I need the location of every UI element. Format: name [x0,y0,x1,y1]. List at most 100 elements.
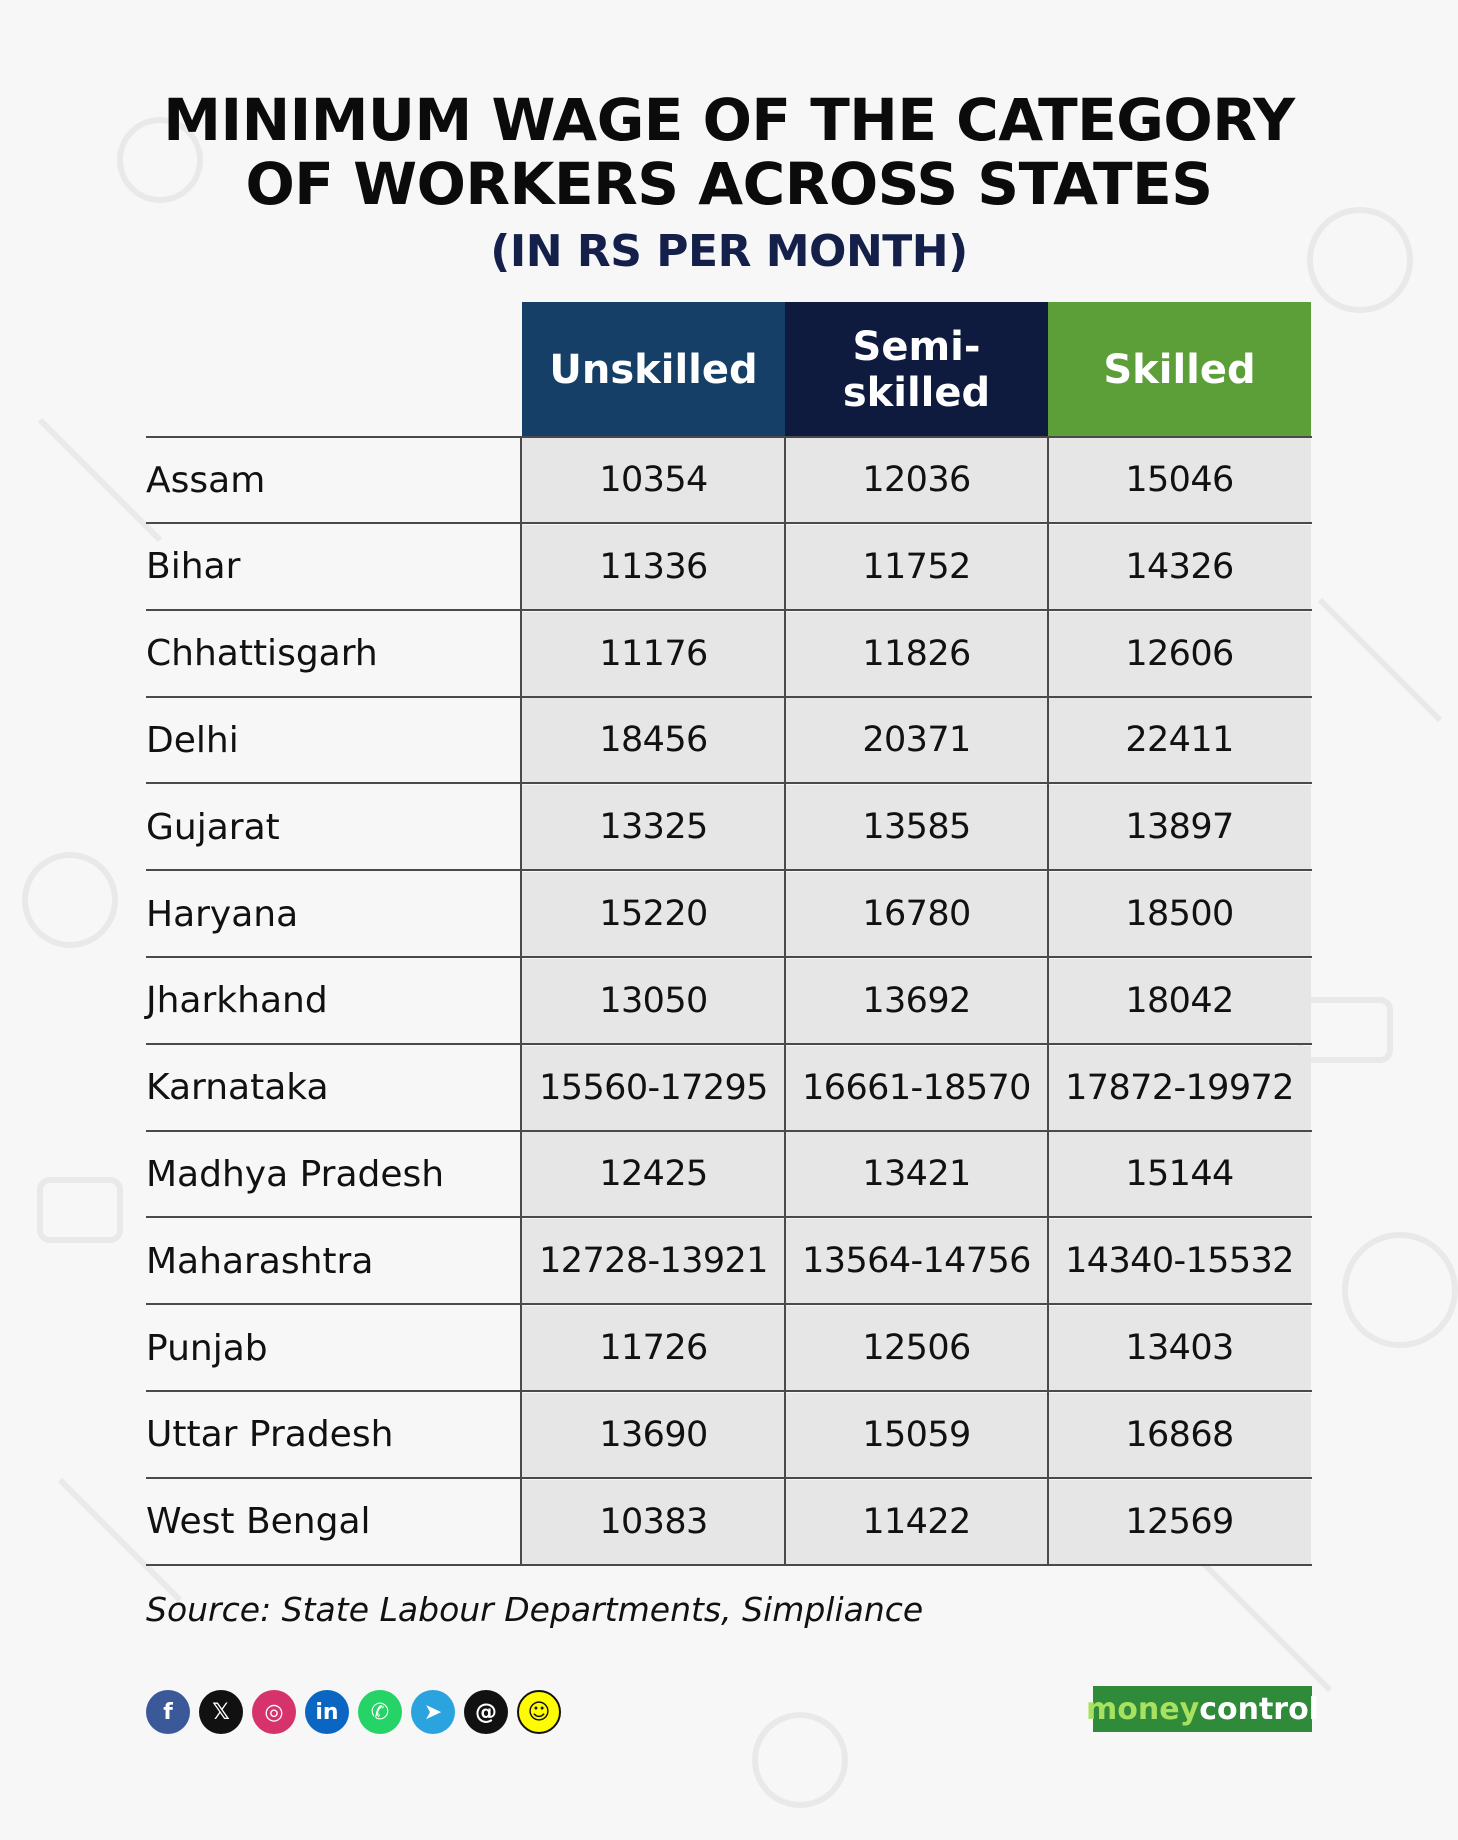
instagram-icon[interactable]: ◎ [252,1690,296,1734]
row-divider [146,695,1312,698]
column-header-unskilled: Unskilled [522,302,785,438]
skilled-wage: 18042 [1048,958,1311,1043]
skilled-wage: 12569 [1048,1479,1311,1564]
skilled-wage: 17872-19972 [1048,1045,1311,1130]
state-name: Delhi [146,719,239,761]
table-row: Punjab 11726 12506 13403 [146,1306,1312,1392]
skilled-wage: 14340-15532 [1048,1219,1311,1304]
skilled-wage: 18500 [1048,872,1311,956]
semi-skilled-wage: 13564-14756 [785,1219,1048,1304]
state-name: Punjab [146,1327,268,1369]
unskilled-wage: 13050 [522,958,785,1043]
logo-part-control: control [1199,1691,1319,1727]
semi-skilled-wage: 12036 [785,438,1048,522]
column-divider [784,438,786,1566]
table-row: West Bengal 10383 11422 12569 [146,1479,1312,1566]
skilled-wage: 14326 [1048,524,1311,609]
table-top-rule [146,436,1312,438]
state-name: Uttar Pradesh [146,1414,394,1456]
semi-skilled-wage: 11826 [785,611,1048,696]
table-row: Haryana 15220 16780 18500 [146,872,1312,958]
semi-skilled-wage: 12506 [785,1306,1048,1390]
table-row: Gujarat 13325 13585 13897 [146,785,1312,872]
unskilled-wage: 13325 [522,785,785,870]
semi-skilled-wage: 15059 [785,1392,1048,1477]
telegram-icon[interactable]: ➤ [411,1690,455,1734]
state-name: Bihar [146,546,241,588]
state-name: Jharkhand [146,980,328,1022]
semi-skilled-wage: 11422 [785,1479,1048,1564]
state-name: Chhattisgarh [146,633,378,675]
table-row: Assam 10354 12036 15046 [146,438,1312,524]
social-icons: f 𝕏 ◎ in ✆ ➤ @ ☺ [146,1690,561,1734]
row-divider [146,1563,1312,1566]
state-name: Assam [146,459,266,501]
column-header-skilled: Skilled [1048,302,1311,438]
skilled-wage: 13403 [1048,1306,1311,1390]
facebook-icon[interactable]: f [146,1690,190,1734]
semi-skilled-wage: 13585 [785,785,1048,870]
state-name: Gujarat [146,806,280,848]
row-divider [146,1042,1312,1045]
state-name: West Bengal [146,1501,371,1543]
unskilled-wage: 12425 [522,1132,785,1217]
row-divider [146,782,1312,785]
unskilled-wage: 11726 [522,1306,785,1390]
whatsapp-icon[interactable]: ✆ [358,1690,402,1734]
row-divider [146,1476,1312,1479]
column-header-semi-skilled-label: Semi-skilled [842,324,991,416]
skilled-wage: 12606 [1048,611,1311,696]
threads-icon[interactable]: @ [464,1690,508,1734]
unskilled-wage: 12728-13921 [522,1219,785,1304]
row-divider [146,608,1312,611]
table-row: Chhattisgarh 11176 11826 12606 [146,611,1312,698]
row-divider [146,1129,1312,1132]
table-row: Maharashtra 12728-13921 13564-14756 14340-1… [146,1219,1312,1306]
title-line-1: MINIMUM WAGE OF THE CATEGORY [163,86,1295,154]
state-name: Madhya Pradesh [146,1153,445,1195]
unskilled-wage: 13690 [522,1392,785,1477]
unskilled-wage: 18456 [522,698,785,783]
semi-skilled-wage: 11752 [785,524,1048,609]
title-line-2: OF WORKERS ACROSS STATES [245,150,1213,218]
x-icon[interactable]: 𝕏 [199,1690,243,1734]
snapchat-icon[interactable]: ☺ [517,1690,561,1734]
unskilled-wage: 15560-17295 [522,1045,785,1130]
skilled-wage: 16868 [1048,1392,1311,1477]
source-note: Source: State Labour Departments, Simpli… [146,1590,924,1629]
row-divider [146,1216,1312,1219]
skilled-wage: 15144 [1048,1132,1311,1217]
table-row: Delhi 18456 20371 22411 [146,698,1312,785]
logo-part-money: money [1086,1691,1200,1727]
row-divider [146,1390,1312,1392]
semi-skilled-wage: 16780 [785,872,1048,956]
row-divider [146,1303,1312,1306]
unskilled-wage: 10383 [522,1479,785,1564]
subtitle: (IN RS PER MONTH) [490,226,968,277]
column-divider [1047,438,1049,1566]
semi-skilled-wage: 16661-18570 [785,1045,1048,1130]
skilled-wage: 22411 [1048,698,1311,783]
state-name: Karnataka [146,1067,329,1109]
state-name: Haryana [146,893,299,935]
table-row: Karnataka 15560-17295 16661-18570 17872-199… [146,1045,1312,1132]
state-name: Maharashtra [146,1240,374,1282]
table-row: Uttar Pradesh 13690 15059 16868 [146,1392,1312,1479]
row-divider [146,522,1312,524]
skilled-wage: 13897 [1048,785,1311,870]
moneycontrol-logo[interactable]: money control [1086,1686,1319,1732]
column-header-semi-skilled: Semi-skilled [785,302,1048,438]
unskilled-wage: 15220 [522,872,785,956]
semi-skilled-wage: 13692 [785,958,1048,1043]
table-row: Jharkhand 13050 13692 18042 [146,958,1312,1045]
unskilled-wage: 11176 [522,611,785,696]
unskilled-wage: 11336 [522,524,785,609]
column-divider [520,438,522,1566]
unskilled-wage: 10354 [522,438,785,522]
row-divider [146,956,1312,958]
linkedin-icon[interactable]: in [305,1690,349,1734]
table-row: Madhya Pradesh 12425 13421 15144 [146,1132,1312,1219]
page-title: MINIMUM WAGE OF THE CATEGORY OF WORKERS … [0,88,1458,216]
